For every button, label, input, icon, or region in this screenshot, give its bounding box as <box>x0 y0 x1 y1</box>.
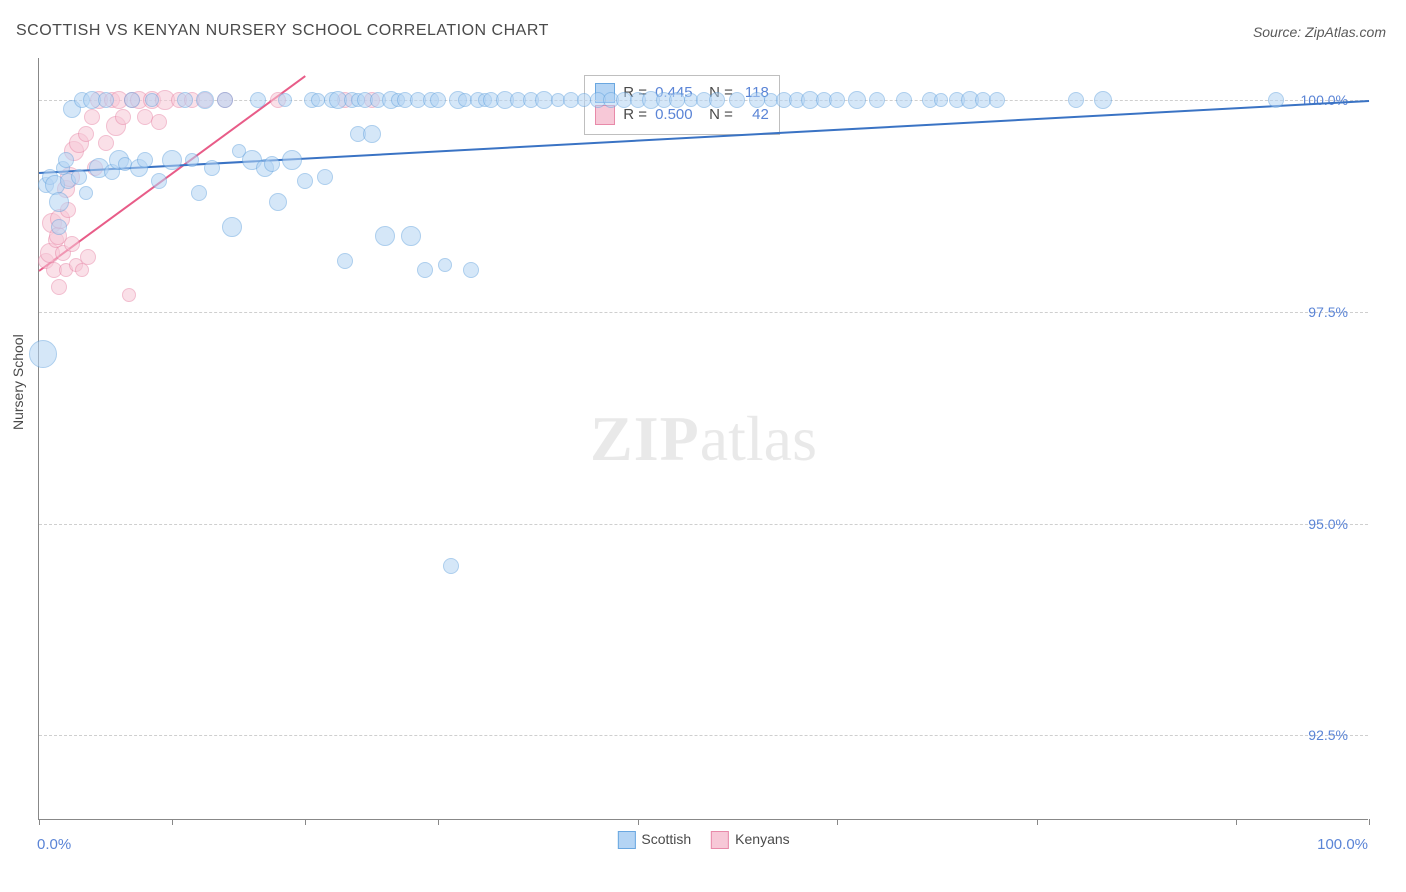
x-axis-max: 100.0% <box>1317 836 1368 853</box>
scottish-point <box>417 262 433 278</box>
scottish-point <box>151 173 167 189</box>
scottish-point <box>137 152 153 168</box>
source-label: Source: ZipAtlas.com <box>1253 24 1386 40</box>
x-tick-mark <box>39 819 40 825</box>
y-tick-label: 92.5% <box>1308 727 1348 743</box>
watermark-zip: ZIP <box>590 403 700 474</box>
scottish-point <box>375 226 395 246</box>
x-tick-mark <box>1369 819 1370 825</box>
y-axis-label: Nursery School <box>10 334 26 430</box>
scottish-point <box>463 262 479 278</box>
scottish-swatch-icon <box>617 831 635 849</box>
legend-label: Kenyans <box>735 831 789 847</box>
scottish-point <box>49 192 69 212</box>
scottish-point <box>185 153 199 167</box>
gridline <box>39 524 1368 525</box>
scottish-point <box>71 169 87 185</box>
legend-item-kenyans: Kenyans <box>711 831 789 849</box>
scottish-point <box>869 92 885 108</box>
scottish-point <box>124 92 140 108</box>
gridline <box>39 312 1368 313</box>
x-tick-mark <box>837 819 838 825</box>
y-tick-label: 100.0% <box>1301 92 1348 108</box>
plot-area: ZIPatlas R =0.445N =118R =0.500N =42 Sco… <box>38 58 1368 820</box>
kenyans-point <box>78 126 94 142</box>
scottish-point <box>729 92 745 108</box>
scottish-point <box>848 91 866 109</box>
watermark: ZIPatlas <box>590 402 817 476</box>
x-tick-mark <box>305 819 306 825</box>
scottish-point <box>282 150 302 170</box>
scottish-point <box>989 92 1005 108</box>
scottish-point <box>217 92 233 108</box>
kenyans-swatch-icon <box>711 831 729 849</box>
kenyans-point <box>51 279 67 295</box>
scottish-point <box>709 92 725 108</box>
scottish-point <box>443 558 459 574</box>
gridline <box>39 735 1368 736</box>
legend: Scottish Kenyans <box>617 831 789 849</box>
scottish-point <box>896 92 912 108</box>
scottish-point <box>401 226 421 246</box>
scottish-point <box>29 340 57 368</box>
scottish-point <box>317 169 333 185</box>
y-tick-label: 97.5% <box>1308 304 1348 320</box>
scottish-point <box>79 186 93 200</box>
scottish-point <box>278 93 292 107</box>
x-tick-mark <box>1236 819 1237 825</box>
x-tick-mark <box>638 819 639 825</box>
scottish-point <box>438 258 452 272</box>
scottish-point <box>1094 91 1112 109</box>
scottish-point <box>264 156 280 172</box>
kenyans-point <box>84 109 100 125</box>
scottish-point <box>1268 92 1284 108</box>
scottish-point <box>177 92 193 108</box>
kenyans-point <box>80 249 96 265</box>
legend-item-scottish: Scottish <box>617 831 691 849</box>
scottish-point <box>250 92 266 108</box>
x-tick-mark <box>172 819 173 825</box>
kenyans-point <box>98 135 114 151</box>
scottish-point <box>58 152 74 168</box>
chart-title: SCOTTISH VS KENYAN NURSERY SCHOOL CORREL… <box>16 22 549 40</box>
watermark-atlas: atlas <box>700 403 817 474</box>
kenyans-point <box>151 114 167 130</box>
scottish-point <box>297 173 313 189</box>
scottish-point <box>191 185 207 201</box>
kenyans-point <box>64 236 80 252</box>
x-axis-min: 0.0% <box>37 836 71 853</box>
scottish-point <box>204 160 220 176</box>
y-tick-label: 95.0% <box>1308 516 1348 532</box>
scottish-point <box>51 219 67 235</box>
kenyans-point <box>122 288 136 302</box>
scottish-point <box>98 92 114 108</box>
scottish-point <box>162 150 182 170</box>
scottish-point <box>430 92 446 108</box>
scottish-point <box>363 125 381 143</box>
scottish-point <box>269 193 287 211</box>
scottish-point <box>829 92 845 108</box>
x-tick-mark <box>438 819 439 825</box>
scottish-point <box>934 93 948 107</box>
scottish-point <box>222 217 242 237</box>
legend-label: Scottish <box>641 831 691 847</box>
scottish-point <box>145 93 159 107</box>
kenyans-point <box>115 109 131 125</box>
scottish-point <box>337 253 353 269</box>
x-tick-mark <box>1037 819 1038 825</box>
scottish-point <box>1068 92 1084 108</box>
scottish-point <box>196 91 214 109</box>
